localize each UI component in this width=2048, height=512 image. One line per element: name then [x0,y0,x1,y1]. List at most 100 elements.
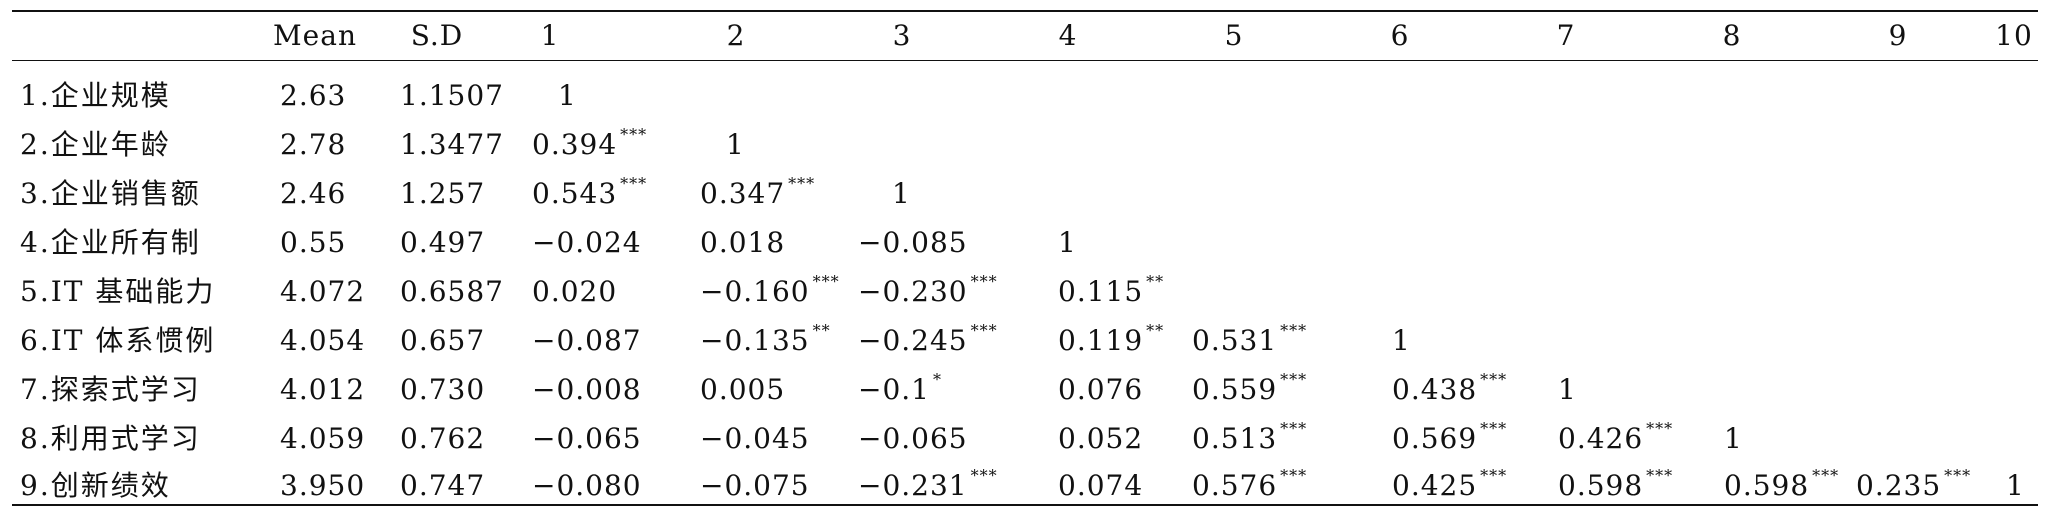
mean-value: 4.072 [280,275,366,308]
correlation-value: 0.119 [1058,324,1144,357]
table-row: 8.利用式学习 4.059 0.762 −0.065 −0.045 −0.065 0.052… [12,415,2038,463]
correlation-value: 0.426 [1558,422,1644,455]
header-col-10: 10 [1995,19,2033,52]
sd-value: 0.730 [400,373,486,406]
correlation-cell: −0.075 [700,462,810,510]
correlation-value: 1 [558,79,577,112]
correlation-cell: −0.245 *** [858,317,998,365]
header-col-6: 6 [1390,19,1410,52]
correlation-value: −0.160 [700,275,810,308]
correlation-cell: 1 [726,121,745,169]
mean-value: 4.012 [280,373,366,406]
correlation-value: 1 [1392,324,1411,357]
mean-value: 4.054 [280,324,366,357]
correlation-value: 0.394 [532,128,618,161]
correlation-value: −0.135 [700,324,810,357]
correlation-value: −0.065 [532,422,642,455]
correlation-cell: −0.065 [858,415,968,463]
table-row: 6.IT 体系惯例 4.054 0.657 −0.087 −0.135 ** −0.245 *… [12,317,2038,365]
correlation-value: 0.018 [700,226,786,259]
correlation-cell: 1 [1558,366,1577,414]
correlation-cell: 0.425 *** [1392,462,1507,510]
mean-value: 4.059 [280,422,366,455]
significance-marker: *** [970,466,998,485]
mean-value: 2.63 [280,79,347,112]
significance-marker: ** [812,321,831,340]
row-label: 6.IT 体系惯例 [20,324,216,357]
correlation-value: −0.1 [858,373,930,406]
sd-value: 0.6587 [400,275,504,308]
significance-marker: *** [1944,466,1972,485]
correlation-value: 0.576 [1192,469,1278,502]
significance-marker: *** [812,272,840,291]
row-label: 2.企业年龄 [20,128,171,161]
correlation-cell: −0.087 [532,317,642,365]
correlation-cell: 0.018 [700,219,785,267]
table-row: 4.企业所有制 0.55 0.497 −0.024 0.018 −0.085 1 [12,219,2038,267]
correlation-cell: 0.513 *** [1192,415,1307,463]
table-header-row: Mean S.D 1 2 3 4 5 6 7 8 9 10 [12,12,2038,60]
header-col-2: 2 [726,19,746,52]
significance-marker: *** [1646,419,1674,438]
significance-marker: *** [1280,419,1308,438]
correlation-cell: −0.065 [532,415,642,463]
correlation-cell: 0.020 [532,268,617,316]
significance-marker: *** [1812,466,1840,485]
correlation-cell: 0.598 *** [1558,462,1673,510]
correlation-cell: 0.598 *** [1724,462,1839,510]
sd-value: 0.747 [400,469,486,502]
correlation-value: −0.075 [700,469,810,502]
header-sd: S.D [410,19,464,52]
sd-value: 1.257 [400,177,486,210]
correlation-cell: 0.394 *** [532,121,647,169]
table-row: 7.探索式学习 4.012 0.730 −0.008 0.005 −0.1 * 0.076 0.… [12,366,2038,414]
correlation-value: 1 [892,177,911,210]
correlation-cell: −0.080 [532,462,642,510]
correlation-value: 1 [1558,373,1577,406]
correlation-cell: 0.347 *** [700,170,815,218]
sd-value: 1.1507 [400,79,504,112]
correlation-cell: 0.052 [1058,415,1143,463]
significance-marker: *** [620,174,648,193]
correlation-cell: 0.576 *** [1192,462,1307,510]
significance-marker: *** [1280,370,1308,389]
significance-marker: *** [620,125,648,144]
significance-marker: ** [1146,272,1165,291]
table-row: 3.企业销售额 2.46 1.257 0.543 *** 0.347 *** 1 [12,170,2038,218]
table-header-rule [12,60,2038,61]
row-label: 8.利用式学习 [20,422,201,455]
header-col-9: 9 [1888,19,1908,52]
header-col-5: 5 [1224,19,1244,52]
correlation-cell: −0.231 *** [858,462,998,510]
correlation-value: −0.087 [532,324,642,357]
correlation-cell: 0.559 *** [1192,366,1307,414]
row-label: 3.企业销售额 [20,177,201,210]
correlation-value: 0.425 [1392,469,1478,502]
header-col-8: 8 [1722,19,1742,52]
row-label: 5.IT 基础能力 [20,275,216,308]
significance-marker: *** [1280,466,1308,485]
correlation-value: −0.231 [858,469,968,502]
correlation-value: −0.245 [858,324,968,357]
table-bottom-rule [12,504,2038,506]
correlation-value: 0.074 [1058,469,1144,502]
correlation-cell: 1 [1724,415,1743,463]
correlation-value: 0.115 [1058,275,1144,308]
correlation-cell: 1 [1058,219,1077,267]
correlation-cell: −0.024 [532,219,642,267]
correlation-table: Mean S.D 1 2 3 4 5 6 7 8 9 10 1.企业规模 2.63… [12,10,2038,506]
significance-marker: * [933,370,942,389]
header-col-7: 7 [1556,19,1576,52]
correlation-cell: −0.135 ** [700,317,831,365]
table-row: 1.企业规模 2.63 1.1507 1 [12,72,2038,120]
correlation-cell: 0.426 *** [1558,415,1673,463]
correlation-cell: 1 [2006,462,2025,510]
correlation-cell: 0.076 [1058,366,1143,414]
correlation-value: −0.080 [532,469,642,502]
significance-marker: *** [788,174,816,193]
significance-marker: *** [1480,419,1508,438]
correlation-value: 0.438 [1392,373,1478,406]
correlation-cell: −0.045 [700,415,810,463]
correlation-cell: 0.569 *** [1392,415,1507,463]
correlation-value: 0.005 [700,373,786,406]
